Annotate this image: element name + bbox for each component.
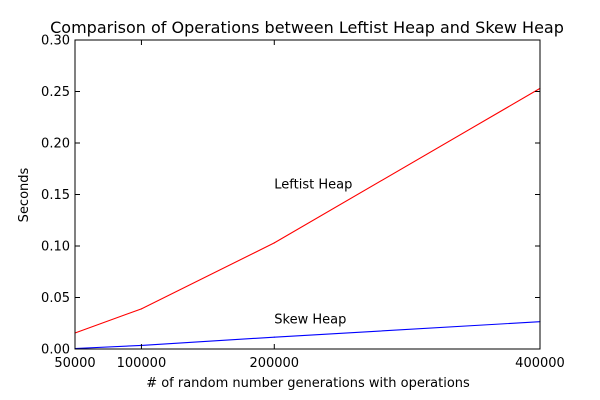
y-tick-label: 0.00 — [41, 343, 70, 358]
data-point-leftist-heap — [273, 242, 275, 244]
x-tick-label: 400000 — [515, 356, 565, 371]
series-line-skew-heap — [74, 321, 541, 350]
data-point-skew-heap — [273, 336, 275, 338]
y-axis: 0.00 0.05 0.10 0.15 0.20 0.25 0.30 — [41, 34, 540, 358]
y-tick-label: 0.10 — [41, 240, 70, 255]
y-tick-label: 0.15 — [41, 188, 70, 203]
y-tick-label: 0.30 — [41, 34, 70, 49]
x-axis-label: # of random number generations with oper… — [146, 376, 470, 391]
chart-title: Comparison of Operations between Leftist… — [50, 18, 564, 37]
annotation-leftist-heap: Leftist Heap — [274, 177, 352, 192]
series-line-leftist-heap — [74, 87, 541, 334]
y-axis-label: Seconds — [17, 167, 32, 222]
x-axis: 50000 100000 200000 400000 — [54, 40, 565, 371]
annotation-skew-heap: Skew Heap — [274, 312, 346, 327]
y-tick-label: 0.25 — [41, 85, 70, 100]
x-tick-label: 100000 — [117, 356, 167, 371]
x-tick-label: 200000 — [249, 356, 299, 371]
y-tick-label: 0.20 — [41, 137, 70, 152]
x-tick-label: 50000 — [54, 356, 95, 371]
data-point-leftist-heap — [140, 308, 143, 310]
annotations: Leftist Heap Skew Heap — [274, 177, 352, 327]
y-tick-label: 0.05 — [41, 291, 70, 306]
